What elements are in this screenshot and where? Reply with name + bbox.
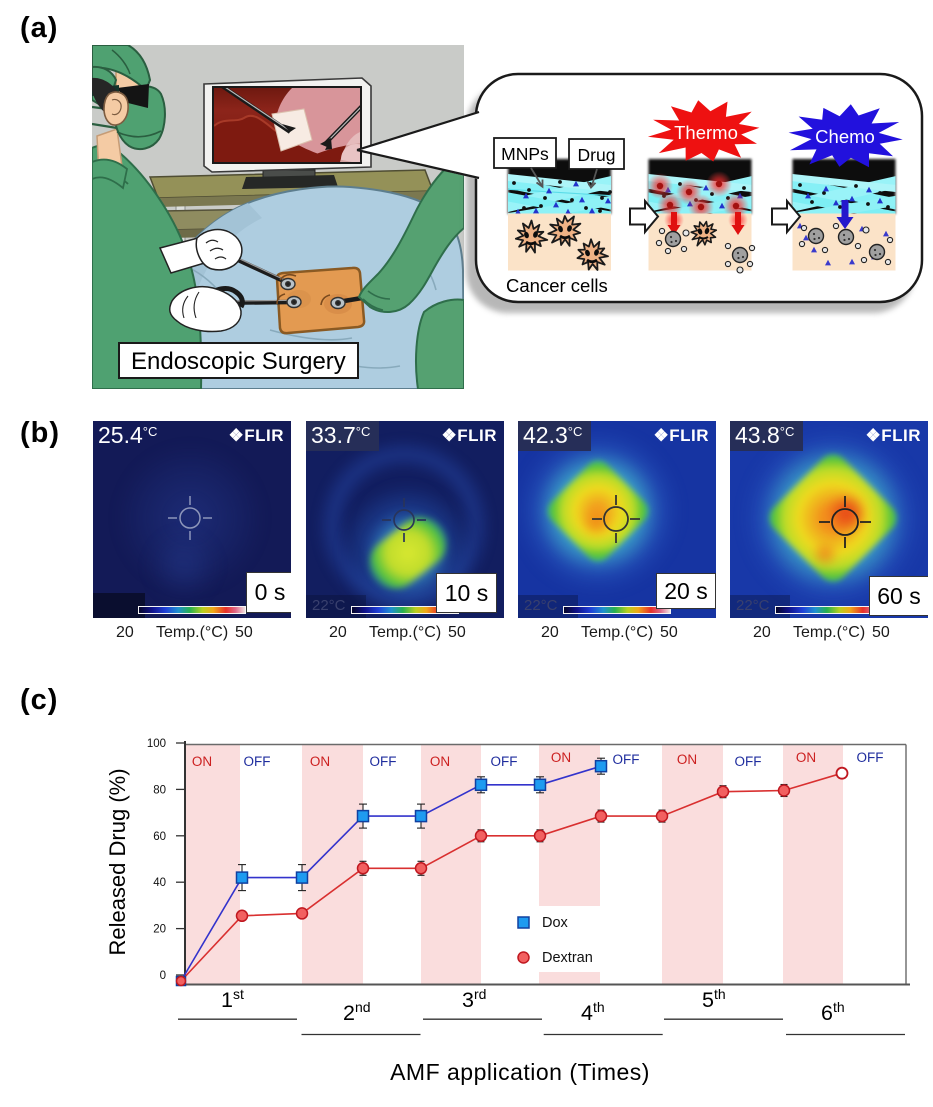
svg-text:Released Drug (%): Released Drug (%): [105, 768, 130, 955]
svg-text:Endoscopic Surgery: Endoscopic Surgery: [131, 348, 346, 375]
svg-text:Chemo: Chemo: [815, 126, 875, 147]
svg-text:OFF: OFF: [491, 754, 518, 769]
svg-text:OFF: OFF: [244, 754, 271, 769]
svg-text:OFF: OFF: [613, 752, 640, 767]
svg-text:80: 80: [153, 784, 166, 796]
svg-text:OFF: OFF: [857, 750, 884, 765]
svg-text:Drug: Drug: [578, 145, 616, 165]
svg-text:6th: 6th: [821, 999, 845, 1025]
svg-text:4th: 4th: [581, 999, 605, 1025]
svg-text:OFF: OFF: [735, 754, 762, 769]
svg-text:40: 40: [153, 877, 166, 889]
svg-text:AMF application (Times): AMF application (Times): [390, 1059, 650, 1085]
svg-text:OFF: OFF: [370, 754, 397, 769]
svg-text:1st: 1st: [221, 986, 244, 1012]
svg-text:Dox: Dox: [542, 915, 569, 931]
svg-text:60: 60: [153, 831, 166, 843]
svg-text:100: 100: [147, 738, 166, 750]
svg-text:0: 0: [160, 970, 166, 982]
svg-text:2nd: 2nd: [343, 999, 371, 1025]
svg-text:ON: ON: [796, 750, 816, 765]
svg-text:ON: ON: [430, 754, 450, 769]
svg-text:MNPs: MNPs: [501, 144, 549, 164]
svg-text:Dextran: Dextran: [542, 950, 593, 966]
svg-text:3rd: 3rd: [462, 986, 486, 1012]
svg-text:Thermo: Thermo: [674, 122, 738, 143]
svg-text:ON: ON: [677, 752, 697, 767]
svg-text:20: 20: [153, 924, 166, 936]
svg-text:Cancer cells: Cancer cells: [506, 275, 608, 296]
svg-text:ON: ON: [551, 750, 571, 765]
svg-text:ON: ON: [192, 754, 212, 769]
svg-text:ON: ON: [310, 754, 330, 769]
svg-text:5th: 5th: [702, 986, 726, 1012]
